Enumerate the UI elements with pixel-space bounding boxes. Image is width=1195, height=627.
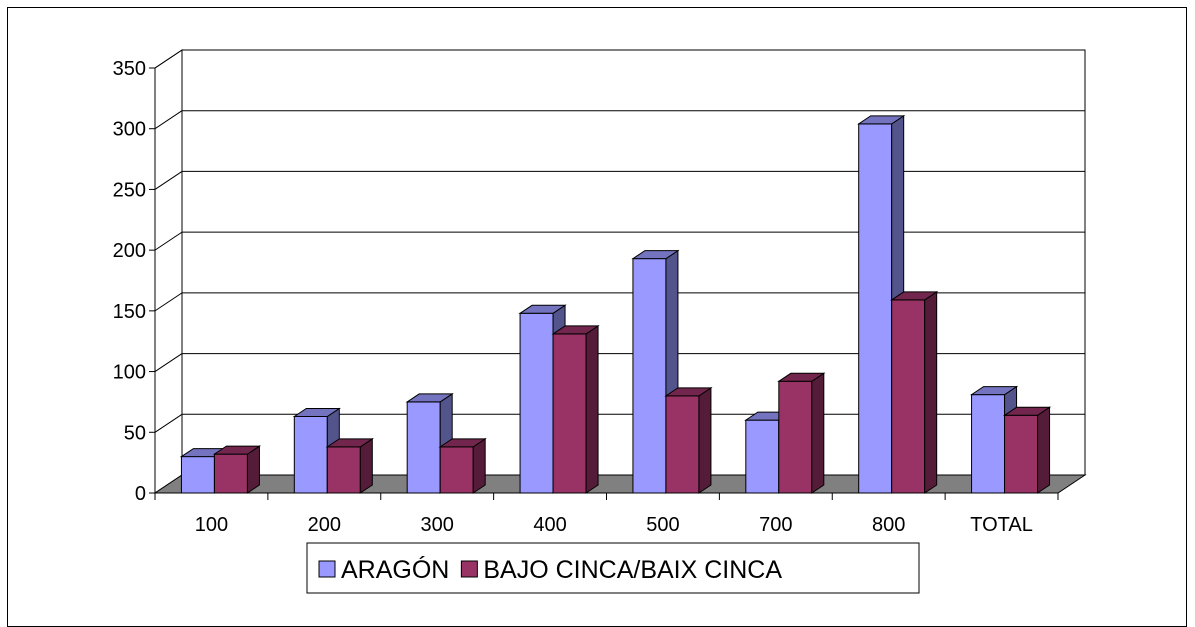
y-tick-label: 250: [113, 179, 146, 201]
legend-swatch: [318, 560, 336, 578]
bar: [325, 437, 374, 494]
bar-front: [552, 333, 587, 494]
y-tick-label: 100: [113, 362, 146, 384]
bar-top: [664, 387, 713, 397]
gridline-side: [154, 231, 183, 251]
bar-side: [359, 437, 373, 494]
bar-front: [293, 416, 328, 494]
bar-side: [472, 437, 486, 494]
x-tick-label: 100: [195, 514, 228, 536]
bar: [890, 290, 939, 494]
bar-front: [519, 312, 554, 494]
gridline-side: [154, 353, 183, 372]
x-tick-label: 200: [308, 514, 341, 536]
bar: [438, 437, 487, 494]
bar-top: [969, 386, 1019, 396]
x-tick-label: 400: [533, 514, 566, 536]
side-wall: [154, 49, 183, 494]
bar-top: [551, 325, 600, 335]
bar-front: [971, 394, 1006, 494]
gridline-side: [154, 413, 183, 433]
bar-side: [1037, 406, 1051, 494]
y-tick-label: 350: [113, 58, 146, 80]
bar-top: [405, 393, 454, 403]
x-tick-labels: 100 200 300 400 500 700 800 TOTAL: [195, 514, 1033, 536]
x-tick-label: 700: [759, 514, 792, 536]
gridline-side: [154, 49, 183, 69]
bar-front: [180, 456, 215, 494]
bar-top: [1002, 406, 1052, 416]
bar-top: [212, 445, 262, 455]
legend-swatch: [460, 560, 478, 578]
bars: [179, 114, 1052, 494]
legend: ARAGÓN BAJO CINCA/BAIX CINCA: [306, 542, 920, 594]
bar-top: [777, 372, 826, 382]
x-tick-label: 800: [872, 514, 905, 536]
bar-side: [698, 386, 712, 494]
bar-side: [811, 372, 825, 494]
bar: [664, 386, 713, 494]
y-tick-label: 50: [124, 422, 146, 444]
bar-top: [325, 438, 374, 448]
bar: [1002, 406, 1052, 494]
x-tick-label: TOTAL: [970, 514, 1033, 536]
bar-front: [406, 401, 441, 494]
y-tick-label: 150: [113, 301, 146, 323]
bar-top: [438, 438, 487, 448]
bar-front: [439, 446, 474, 494]
gridline-side: [154, 110, 183, 130]
y-tick-labels: 0 50 100 150 200 250 300 350: [113, 58, 146, 505]
y-tick-label: 300: [113, 119, 146, 141]
bar: [212, 445, 262, 494]
bar-front: [745, 419, 780, 494]
bar-front: [632, 258, 667, 494]
bar-top: [631, 250, 680, 260]
bar-front: [326, 446, 361, 494]
bar-front: [858, 123, 893, 494]
x-tick-label: 500: [646, 514, 679, 536]
bar-top: [518, 304, 567, 314]
x-tick-label: 300: [421, 514, 454, 536]
bar-side: [924, 290, 938, 494]
legend-box: [306, 542, 920, 594]
bar-front: [891, 299, 926, 494]
bar: [777, 372, 826, 494]
bar-front: [213, 453, 248, 494]
legend-label: BAJO CINCA/BAIX CINCA: [483, 556, 782, 584]
gridline-side: [154, 171, 183, 190]
gridline-side: [154, 292, 183, 312]
bar-top: [292, 408, 341, 417]
bar-front: [778, 380, 813, 494]
bar-front: [665, 395, 700, 494]
bar: [551, 324, 600, 494]
y-tick-label: 200: [113, 240, 146, 262]
bar-front: [1004, 414, 1039, 494]
bar-top: [857, 115, 906, 125]
bar-side: [585, 324, 599, 494]
legend-label: ARAGÓN: [341, 555, 449, 584]
y-tick-label: 0: [135, 483, 146, 505]
bar-top: [890, 291, 939, 301]
